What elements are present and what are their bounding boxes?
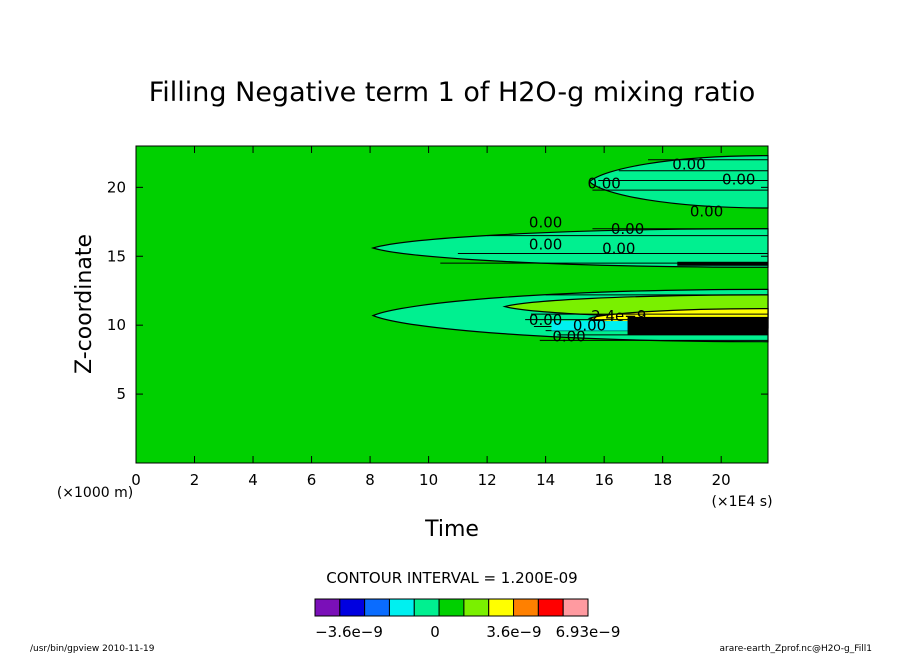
dense-contour-band <box>627 316 768 335</box>
x-axis-unit: (×1E4 s) <box>711 494 772 510</box>
colorbar-swatch <box>463 598 490 617</box>
x-tick-label: 18 <box>653 471 672 489</box>
contour-label: 0.00 <box>529 213 562 231</box>
contour-label: 0.00 <box>602 240 635 258</box>
plot-frame <box>135 145 769 464</box>
colorbar-swatch <box>488 598 515 617</box>
colorbar-label: 3.6e−9 <box>486 623 541 641</box>
contour-region-1 <box>370 228 769 268</box>
contour-label: 0.00 <box>672 155 705 173</box>
contour-lines <box>440 159 768 341</box>
dense-contour-band-upper <box>677 261 768 266</box>
x-tick-label: 6 <box>307 471 317 489</box>
colorbar-label: 6.93e−9 <box>556 623 621 641</box>
contour-label: 0.00 <box>722 171 755 189</box>
contour-interval-text: CONTOUR INTERVAL = 1.200E-09 <box>326 569 577 587</box>
contour-label: 0.00 <box>529 311 562 329</box>
y-axis-ticks: 5 10 15 20 <box>107 178 768 403</box>
y-tick-label: 20 <box>107 178 126 196</box>
colorbar-swatch <box>562 598 589 617</box>
footer-right: arare-earth_Zprof.nc@H2O-g_Fill1 <box>720 644 872 654</box>
colorbar-swatch <box>314 598 341 617</box>
x-axis-label: Time <box>424 517 479 542</box>
x-tick-label: 4 <box>248 471 258 489</box>
colorbar-swatch <box>413 598 440 617</box>
contour-label: 0.00 <box>690 202 723 220</box>
contour-label: 0.00 <box>552 328 585 346</box>
x-tick-label: 8 <box>365 471 375 489</box>
contour-label: 0.00 <box>573 317 606 335</box>
x-tick-label: 10 <box>419 471 438 489</box>
y-axis-unit: (×1000 m) <box>57 485 133 501</box>
plot-area: 0.000.000.000.00 0.000.000.000.000.00 2.4e… <box>135 145 769 464</box>
colorbar-label: −3.6e−9 <box>315 623 383 641</box>
colorbar-swatch <box>438 598 465 617</box>
contour-label: 0.00 <box>529 235 562 253</box>
colorbar-swatch <box>364 598 390 617</box>
colorbar <box>314 598 589 617</box>
chart-title: Filling Negative term 1 of H2O-g mixing … <box>149 77 756 108</box>
colorbar-label: 0 <box>430 623 440 641</box>
x-tick-label: 14 <box>536 471 555 489</box>
x-tick-label: 20 <box>712 471 731 489</box>
contour-label: 0.00 <box>611 220 644 238</box>
colorbar-swatch <box>339 598 366 617</box>
x-tick-label: 12 <box>478 471 497 489</box>
colorbar-labels: −3.6e−9 0 3.6e−9 6.93e−9 <box>315 623 620 641</box>
colorbar-swatch <box>513 598 539 617</box>
y-axis-label: Z-coordinate <box>72 234 97 374</box>
contour-label: 0.00 <box>587 175 620 193</box>
y-tick-label: 5 <box>116 385 126 403</box>
colorbar-swatch <box>537 598 564 617</box>
x-tick-label: 0 <box>131 471 141 489</box>
x-tick-label: 2 <box>190 471 200 489</box>
footer-left: /usr/bin/gpview 2010-11-19 <box>30 644 155 654</box>
x-tick-label: 16 <box>595 471 614 489</box>
contour-label: 2.4e−9 <box>591 307 646 325</box>
colorbar-swatch <box>388 598 415 617</box>
y-tick-label: 10 <box>107 316 126 334</box>
contour-labels: 0.000.000.000.00 0.000.000.000.000.00 2.4e… <box>529 155 756 345</box>
y-tick-label: 15 <box>107 247 126 265</box>
x-axis-ticks: 0 2 4 6 8 10 12 14 16 18 20 <box>131 146 731 489</box>
